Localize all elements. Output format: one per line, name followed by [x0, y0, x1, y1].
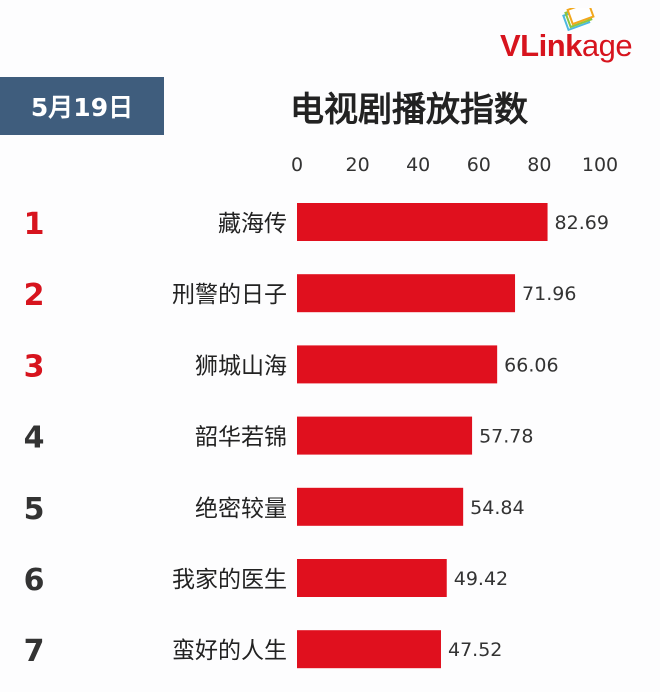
rank-label: 1: [24, 207, 45, 242]
category-label: 我家的医生: [172, 567, 287, 593]
bar: [297, 559, 447, 597]
rank-label: 7: [24, 634, 45, 669]
x-tick-label: 20: [346, 154, 370, 176]
bar: [297, 203, 548, 241]
rank-label: 4: [24, 421, 45, 456]
x-tick-label: 100: [582, 154, 618, 176]
category-label: 藏海传: [218, 211, 287, 237]
bar: [297, 274, 516, 313]
logo-rest: age: [581, 28, 633, 63]
x-tick-label: 40: [406, 154, 430, 176]
vlinkage-logo-graphic: [562, 8, 595, 32]
rank-label: 5: [24, 492, 45, 527]
value-label: 47.52: [448, 639, 502, 661]
bar: [297, 630, 441, 669]
x-tick-label: 60: [467, 154, 491, 176]
date-badge: 5月19日: [0, 77, 164, 135]
bar-chart: 0 20 40 60 80 100 1 藏海传 82.69 2 刑警的日子 71.96 3 狮城山海 66.…: [24, 154, 619, 669]
logo-strong: VLink: [500, 28, 582, 63]
value-label: 57.78: [479, 426, 533, 448]
bar: [297, 416, 473, 455]
category-label: 韶华若锦: [195, 425, 287, 451]
bar: [297, 487, 464, 526]
category-label: 狮城山海: [195, 353, 287, 379]
chart-title: 电视剧播放指数: [290, 90, 528, 130]
category-label: 绝密较量: [195, 496, 287, 522]
value-label: 54.84: [470, 497, 524, 519]
value-label: 66.06: [504, 354, 558, 376]
rank-label: 3: [24, 349, 45, 384]
value-label: 49.42: [454, 568, 508, 590]
bar: [297, 345, 498, 384]
value-label: 82.69: [555, 212, 609, 234]
x-tick-label: 80: [527, 154, 551, 176]
category-label: 刑警的日子: [172, 282, 287, 308]
category-label: 蛮好的人生: [172, 638, 287, 664]
rank-label: 2: [24, 278, 45, 313]
vlinkage-logo: VLinkage: [500, 28, 633, 64]
value-label: 71.96: [522, 283, 576, 305]
x-tick-label: 0: [291, 154, 303, 176]
rank-label: 6: [24, 563, 45, 598]
